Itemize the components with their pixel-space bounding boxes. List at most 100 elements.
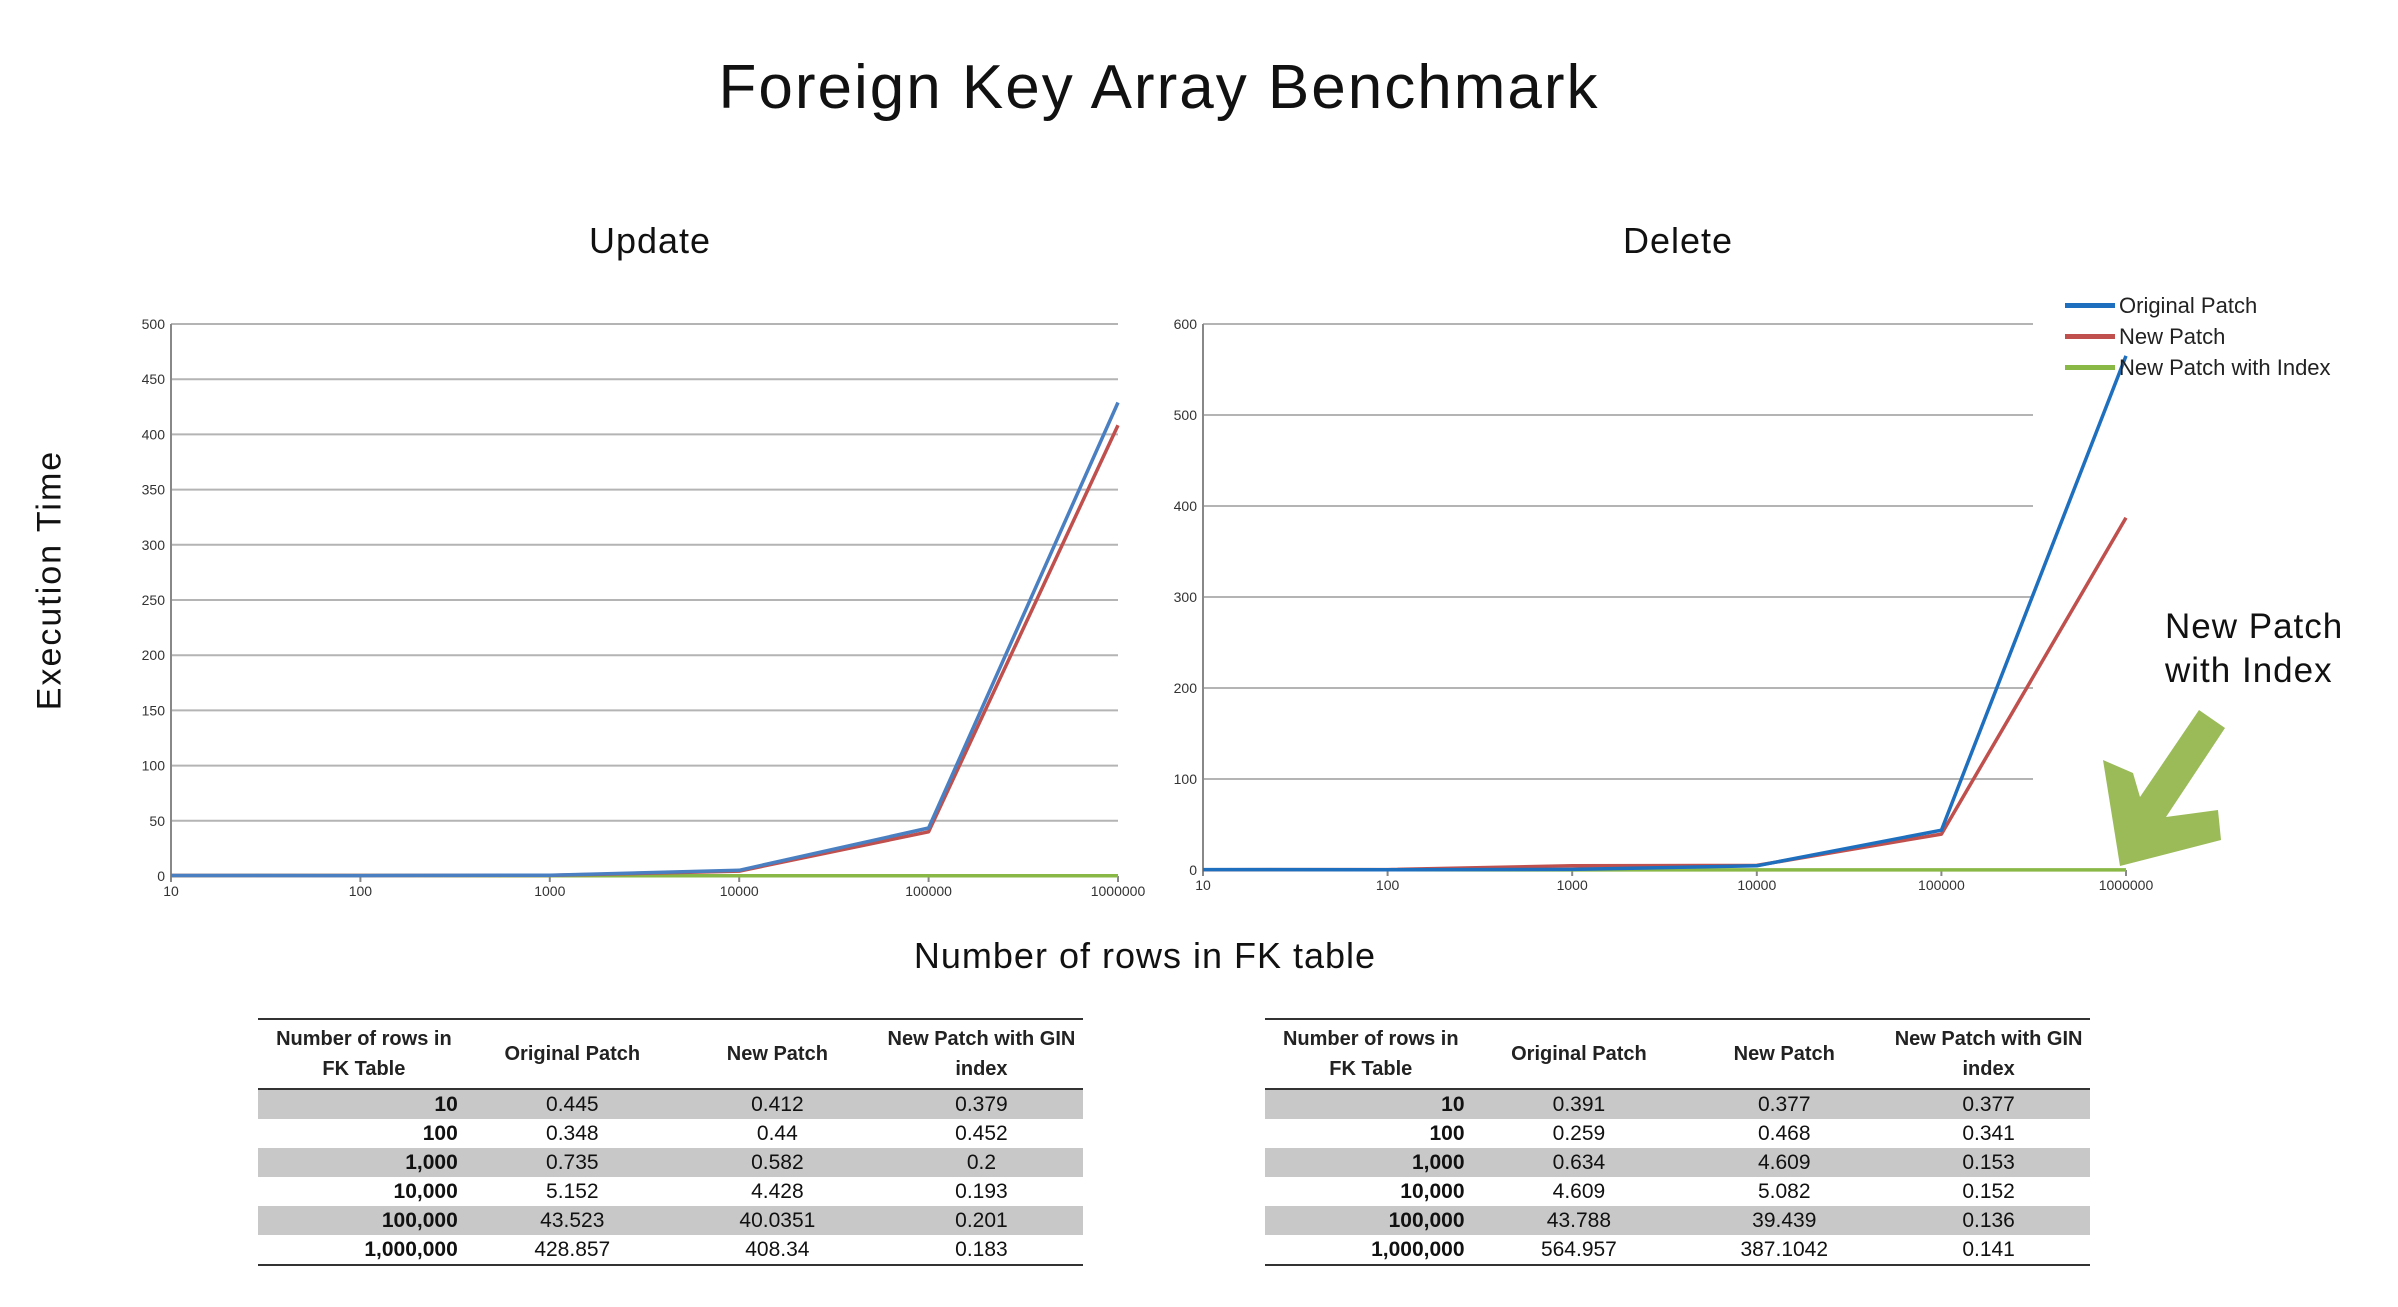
delete-table-cell: 0.141	[1887, 1235, 2090, 1266]
legend-label-original-patch: Original Patch	[2119, 292, 2258, 318]
update-table-table-row: 100,000 43.523 40.0351 0.201	[258, 1206, 1083, 1235]
update-table-cell: 408.34	[674, 1235, 880, 1266]
delete-table-cell: 0.259	[1552, 1121, 1606, 1145]
delete-table-cell: 0.341	[1962, 1121, 2015, 1145]
update-ytick-label: 200	[142, 647, 166, 663]
annotation-line-2: with Index	[2165, 651, 2333, 690]
delete-xtick-label: 100	[1376, 877, 1400, 893]
update-table-header-cell: New Patch with GIN index	[879, 1018, 1083, 1090]
delete-xtick-label: 10	[1195, 877, 1211, 893]
delete-table-cell: 0.634	[1476, 1148, 1682, 1177]
update-table-header-cell: New Patch	[674, 1018, 880, 1090]
delete-table-cell: 4.609	[1681, 1148, 1888, 1177]
delete-table-cell: 0.377	[1887, 1089, 2090, 1119]
delete-ytick-label: 200	[1174, 680, 1198, 696]
update-table-cell: 0.582	[674, 1148, 880, 1177]
delete-table-header-cell: Number of rows in FK Table	[1265, 1018, 1477, 1090]
delete-table-header-cell: New Patch with GIN index	[1887, 1018, 2090, 1090]
delete-table-header-cell: Original Patch	[1476, 1018, 1682, 1090]
update-table-cell: 0.44	[756, 1121, 798, 1145]
update-table-cell: 0.348	[546, 1121, 599, 1145]
update-table-cell: 428.857	[469, 1235, 675, 1266]
delete-table-cell: 0.153	[1887, 1148, 2090, 1177]
delete-table-row-label: 10,000	[1400, 1179, 1465, 1203]
update-table-cell: 0.735	[469, 1148, 675, 1177]
update-ytick-label: 100	[142, 758, 166, 774]
update-xtick-label: 100	[349, 883, 373, 899]
delete-table-row-label: 100,000	[1265, 1206, 1477, 1235]
update-table-table-row: 1,000,000 428.857 408.34 0.183	[258, 1235, 1083, 1266]
delete-table-table-row: 1,000,000 564.957 387.1042 0.141	[1265, 1235, 2090, 1266]
delete-xtick-label: 10000	[1737, 877, 1776, 893]
delete-table-row-label: 1,000	[1265, 1148, 1477, 1177]
delete-xtick-label: 1000000	[2099, 877, 2154, 893]
update-xtick-label: 10	[163, 883, 179, 899]
delete-table-cell: 0.468	[1757, 1121, 1811, 1145]
update-xtick-label: 100000	[905, 883, 952, 899]
delete-ytick-label: 400	[1174, 498, 1198, 514]
update-table-cell: 40.0351	[674, 1206, 880, 1235]
delete-ytick-label: 500	[1174, 407, 1198, 423]
delete-ytick-label: 100	[1174, 771, 1198, 787]
delete-table-cell: 43.788	[1476, 1206, 1682, 1235]
update-table-row-label: 100	[422, 1121, 458, 1145]
update-data-table: Number of rows in FK Table Original Patch…	[258, 1018, 1083, 1266]
delete-ytick-label: 0	[1189, 862, 1197, 878]
delete-ytick-label: 600	[1174, 316, 1198, 332]
update-table-table-row: 100 0.348 0.44 0.452	[258, 1119, 1083, 1148]
legend-item-new-patch-with-index: New Patch with Index	[2065, 352, 2331, 383]
legend-swatch-original-patch	[2065, 303, 2115, 308]
annotation-text: New Patch with Index	[2165, 605, 2343, 693]
legend-label-new-patch: New Patch	[2119, 323, 2226, 349]
delete-ytick-label: 300	[1174, 589, 1198, 605]
delete-table-table-row: 100 0.259 0.468 0.341	[1265, 1119, 2090, 1148]
update-table-cell: 0.2	[879, 1148, 1083, 1177]
update-table-header-row: Number of rows in FK Table Original Patch…	[258, 1018, 1083, 1090]
legend-swatch-new-patch	[2065, 334, 2115, 339]
update-ytick-label: 500	[142, 316, 166, 332]
update-xtick-label: 1000	[534, 883, 565, 899]
legend-item-original-patch: Original Patch	[2065, 290, 2331, 321]
update-ytick-label: 250	[142, 592, 166, 608]
legend-swatch-new-patch-with-index	[2065, 365, 2115, 370]
delete-table-row-label: 100	[1429, 1121, 1465, 1145]
update-table-table-row: 1,000 0.735 0.582 0.2	[258, 1148, 1083, 1177]
update-table-cell: 0.452	[955, 1121, 1008, 1145]
update-table-row-label: 10,000	[393, 1179, 458, 1203]
update-table-cell: 4.428	[751, 1179, 804, 1203]
delete-xtick-label: 100000	[1918, 877, 1965, 893]
update-table-table-row: 10 0.445 0.412 0.379	[258, 1089, 1083, 1119]
delete-table-cell: 564.957	[1476, 1235, 1682, 1266]
delete-table-cell: 0.377	[1681, 1089, 1888, 1119]
annotation-line-1: New Patch	[2165, 607, 2344, 646]
delete-table-header-row: Number of rows in FK Table Original Patch…	[1265, 1018, 2090, 1090]
delete-table-cell: 39.439	[1681, 1206, 1888, 1235]
update-table-row-label: 100,000	[258, 1206, 470, 1235]
update-ytick-label: 300	[142, 537, 166, 553]
update-ytick-label: 450	[142, 371, 166, 387]
update-table-cell: 5.152	[546, 1179, 599, 1203]
update-series-line-new-patch	[171, 424, 1120, 878]
update-table-header-cell: Original Patch	[469, 1018, 675, 1090]
delete-table-table-row: 10,000 4.609 5.082 0.152	[1265, 1177, 2090, 1206]
update-ytick-label: 150	[142, 702, 166, 718]
delete-table-row-label: 10	[1265, 1089, 1477, 1119]
delete-table-cell: 387.1042	[1681, 1235, 1888, 1266]
update-ytick-label: 50	[149, 813, 165, 829]
update-table-header-cell: Number of rows in FK Table	[258, 1018, 470, 1090]
delete-table-cell: 0.391	[1476, 1089, 1682, 1119]
delete-table-table-row: 10 0.391 0.377 0.377	[1265, 1089, 2090, 1119]
delete-data-table: Number of rows in FK Table Original Patch…	[1265, 1018, 2090, 1266]
main-title: Foreign Key Array Benchmark	[718, 53, 1600, 122]
delete-table-row-label: 1,000,000	[1265, 1235, 1477, 1266]
delete-table-table-row: 1,000 0.634 4.609 0.153	[1265, 1148, 2090, 1177]
update-table-row-label: 10	[258, 1089, 470, 1119]
update-table-cell: 0.412	[674, 1089, 880, 1119]
update-table-row-label: 1,000	[258, 1148, 470, 1177]
update-table-row-label: 1,000,000	[258, 1235, 470, 1266]
update-chart-title: Update	[588, 220, 712, 261]
x-axis-title: Number of rows in FK table	[913, 935, 1377, 976]
update-ytick-label: 0	[157, 868, 165, 884]
update-table-cell: 0.193	[955, 1179, 1008, 1203]
update-table-table-row: 10,000 5.152 4.428 0.193	[258, 1177, 1083, 1206]
